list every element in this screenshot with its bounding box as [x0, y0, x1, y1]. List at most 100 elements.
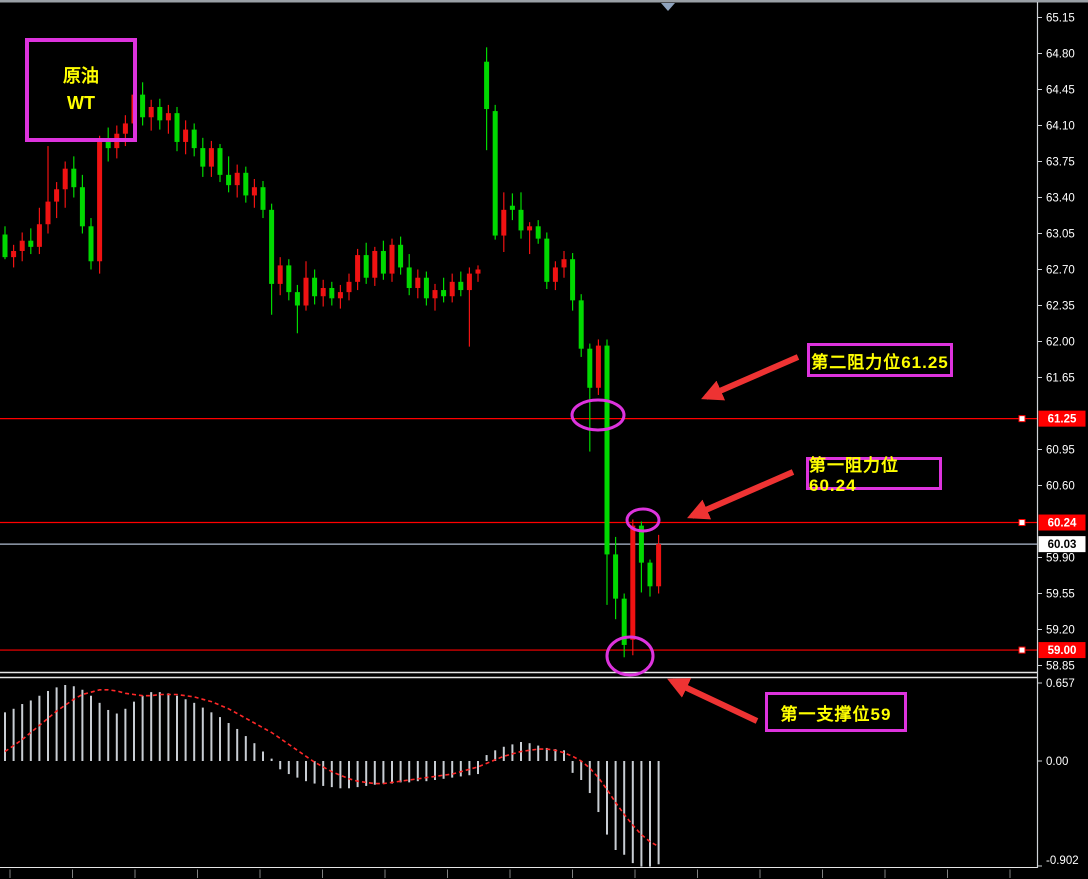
candle-body [604, 345, 610, 555]
candle-body [492, 111, 498, 236]
candle-body [441, 290, 447, 297]
candle-body [71, 168, 77, 188]
candle-body [320, 288, 326, 297]
candle-body [552, 267, 558, 282]
candle-body [217, 148, 223, 175]
support1-label: 第一支撑位59 [780, 704, 892, 724]
resistance1-label-box[interactable]: 第一阻力位60.24 [806, 456, 942, 495]
candle-body [406, 267, 412, 289]
price-badge [1038, 410, 1086, 427]
pointer-arrow[interactable] [667, 678, 759, 724]
indicator-axis-label: 0.00 [1046, 756, 1068, 768]
candle-body [286, 265, 292, 293]
candle-body [380, 250, 386, 274]
highlight-ellipse[interactable] [570, 398, 626, 432]
candle-body [415, 277, 421, 289]
candle-body [54, 189, 60, 202]
candle-body [535, 226, 541, 239]
price-axis-label: 65.15 [1046, 12, 1075, 24]
candle-body [613, 554, 619, 599]
candle-body [432, 290, 438, 299]
symbol-label-box[interactable]: 原油 WT [25, 38, 137, 142]
price-axis-label: 59.55 [1046, 589, 1075, 601]
candle-body [638, 525, 644, 563]
candle-body [243, 172, 249, 196]
candle-body [105, 140, 111, 149]
candle-body [174, 113, 180, 142]
chart-shift-marker-icon[interactable] [661, 3, 675, 11]
price-badge-label: 60.03 [1048, 539, 1077, 551]
highlight-ellipse[interactable] [605, 635, 655, 677]
candle-body [647, 562, 653, 587]
hline-handle[interactable] [1018, 415, 1026, 423]
indicator-signal-line [4, 688, 659, 848]
candle-body [251, 187, 257, 196]
candle-body [484, 61, 490, 110]
price-axis-label: 60.95 [1046, 444, 1075, 456]
symbol-name: 原油 [63, 66, 99, 86]
indicator-axis-label: -0.902 [1046, 855, 1079, 867]
candle-body [19, 240, 25, 251]
candle-body [630, 525, 636, 640]
price-axis-label: 60.60 [1046, 480, 1075, 492]
price-badge-label: 60.24 [1048, 518, 1077, 530]
candle-body [260, 187, 266, 210]
symbol-code: WT [67, 93, 95, 113]
candle-body [157, 106, 163, 121]
price-axis-label: 62.35 [1046, 300, 1075, 312]
candle-body [140, 94, 146, 118]
candle-body [294, 292, 300, 306]
candle-body [578, 300, 584, 349]
candle-body [269, 209, 275, 284]
candle-body [97, 140, 103, 262]
candle-body [11, 250, 17, 258]
candle-body [346, 281, 352, 293]
candle-body [595, 345, 601, 388]
candle-body [355, 255, 361, 282]
candle-body [36, 224, 42, 247]
candle-body [423, 277, 429, 299]
candle-body [621, 598, 627, 645]
candle-body [449, 281, 455, 297]
price-axis-label: 62.70 [1046, 264, 1075, 276]
candle-body [337, 292, 343, 299]
price-axis-label: 58.85 [1046, 661, 1075, 673]
price-badge-label: 59.00 [1048, 645, 1077, 657]
candle-body [501, 209, 507, 236]
candle-body [544, 238, 550, 282]
candle-body [183, 129, 189, 142]
price-axis-label: 59.20 [1046, 625, 1075, 637]
price-axis-label: 64.10 [1046, 120, 1075, 132]
price-badge [1038, 642, 1086, 659]
candle-body [148, 106, 154, 118]
candle-body [509, 205, 515, 210]
candle-body [475, 269, 481, 274]
candle-body [398, 244, 404, 268]
hline-handle[interactable] [1018, 519, 1026, 527]
support1-label-box[interactable]: 第一支撑位59 [765, 692, 907, 732]
candle-body [329, 288, 335, 299]
candle-body [312, 277, 318, 297]
resistance2-label-box[interactable]: 第二阻力位61.25 [807, 343, 953, 377]
hline-handle[interactable] [1018, 646, 1026, 654]
candle-body [2, 234, 8, 258]
candle-body [45, 201, 51, 225]
price-badge [1038, 514, 1086, 531]
candle-body [570, 259, 576, 301]
pointer-arrow[interactable] [701, 354, 800, 401]
pointer-arrow[interactable] [687, 469, 795, 520]
candle-body [656, 544, 662, 587]
candle-body [208, 148, 214, 167]
candle-body [363, 255, 369, 278]
candle-body [466, 273, 472, 291]
resistance2-label: 第二阻力位61.25 [811, 352, 949, 372]
candle-body [226, 174, 232, 186]
candle-body [62, 168, 68, 190]
top-border-strip [0, 0, 1088, 3]
candle-body [234, 172, 240, 186]
highlight-ellipse[interactable] [625, 507, 661, 533]
price-axis-label: 64.45 [1046, 84, 1075, 96]
